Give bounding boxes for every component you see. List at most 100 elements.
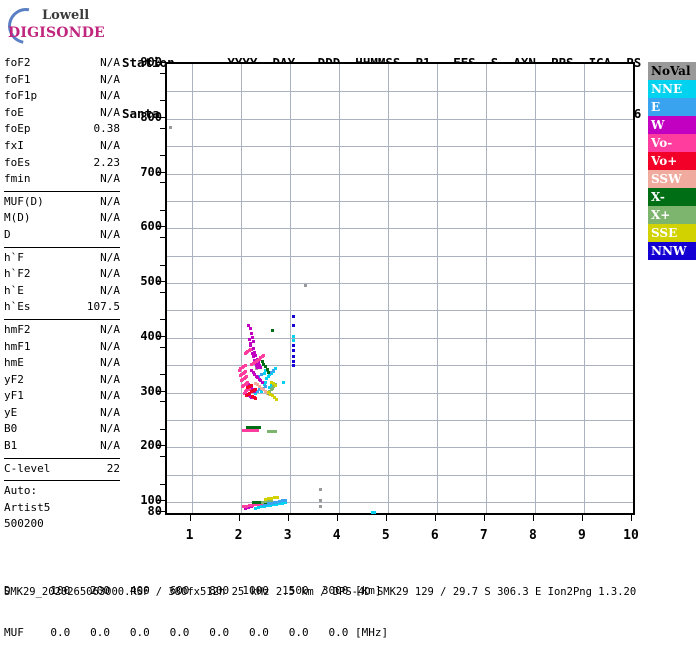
y-axis-label: 700 [140,164,162,179]
x-axis-tick [434,515,436,521]
gridline-vertical [289,64,291,513]
legend-item-vo[interactable]: Vo- [648,134,696,152]
x-axis-label: 8 [528,528,537,543]
param-value: N/A [100,105,120,119]
echo-point-nnw [292,359,296,363]
echo-point-e [269,501,273,505]
legend-item-w[interactable]: W [648,116,696,134]
echo-point-x [246,426,250,430]
echo-point-vo [247,504,251,508]
y-axis-label: 400 [140,328,162,343]
echo-point-nne [262,371,266,375]
echo-point-nnw [292,323,296,327]
param-row-fof2: foF2 N/A [4,56,120,73]
muf-table: D 100 200 400 600 800 1000 1500 3000 [km… [4,556,388,654]
echo-point-vo [246,386,250,390]
echo-point-vo [256,502,260,506]
y-axis-minor-tick [160,291,165,293]
param-value: N/A [100,389,120,403]
echo-point-w [247,505,251,509]
gridline-horizontal [167,91,633,93]
legend-item-nnw[interactable]: NNW [648,242,696,260]
y-axis-label: 80 [147,504,162,518]
x-axis-tick [385,515,387,521]
param-row-foes: foEs 2.23 [4,156,120,173]
legend-item-x[interactable]: X- [648,188,696,206]
echo-point-vo [245,428,249,432]
legend-item-ssw[interactable]: SSW [648,170,696,188]
param-key: foF1p [4,89,38,103]
legend-item-nne[interactable]: NNE [648,80,696,98]
echo-point-sse [264,497,268,501]
echo-point-nne [262,382,266,386]
y-axis-ticks [157,62,165,515]
param-divider [4,190,120,192]
gridline-vertical [485,64,487,513]
param-value: N/A [100,372,120,386]
echo-point-nne [280,501,284,505]
echo-point-e [264,384,268,388]
gridline-vertical [240,64,242,513]
y-axis-minor-tick [160,237,165,239]
echo-point-nne [371,510,375,514]
echo-point-sse [272,395,276,399]
x-axis-label: 5 [381,528,390,543]
echo-point-vo [250,383,254,387]
param-row-hmf2: hmF2 N/A [4,323,120,340]
param-row-hf: h`F N/A [4,251,120,268]
echo-point-x [264,499,268,503]
echo-point-w [249,326,253,330]
param-value: N/A [100,194,120,208]
param-row-fof1: foF1 N/A [4,73,120,90]
y-axis-minor-tick [160,374,165,376]
x-axis-tick [189,515,191,521]
param-value: N/A [100,405,120,419]
legend-item-vo[interactable]: Vo+ [648,152,696,170]
echo-point-vo [245,393,249,397]
echo-point-nne [292,334,296,338]
ionospheric-parameters-panel: foF2 N/A foF1 N/A foF1p N/A foE N/A foEp 0.38 fxI N… [4,56,120,534]
echo-point-sse [275,495,279,499]
polarization-direction-legend[interactable]: NoVal NNE E W Vo- Vo+ SSW X- X+ SSE NNW [648,62,696,260]
echo-point-sse [274,397,278,401]
echo-point-ssw [256,383,260,387]
param-row-hes: h`Es 107.5 [4,300,120,317]
y-axis-label: 500 [140,274,162,289]
y-axis-minor-tick [160,264,165,266]
echo-point-vo [254,397,258,400]
param-key: D [4,227,11,241]
ionogram-plot-area[interactable] [165,62,635,515]
x-axis-label: 2 [234,528,243,543]
y-axis-minor-tick [160,155,165,157]
param-value: N/A [100,339,120,353]
ionogram-echo-points [167,64,633,514]
echo-point-w [253,372,257,376]
echo-point-x [260,359,264,363]
param-value: N/A [100,56,120,69]
echo-point-vo [244,369,248,373]
echo-point-nne [268,373,272,377]
param-key: hmF1 [4,339,31,353]
legend-item-x[interactable]: X+ [648,206,696,224]
echo-point-x [251,501,255,505]
param-value: N/A [100,322,120,336]
legend-item-e[interactable]: E [648,98,696,116]
echo-point-w [252,340,256,344]
echo-point-w [257,377,261,381]
echo-point-e [259,373,263,377]
y-axis-minor-tick [160,456,165,458]
gridline-horizontal [167,365,633,367]
legend-item-sse[interactable]: SSE [648,224,696,242]
echo-point-vo [247,428,251,432]
echo-point-nne [266,375,270,379]
gridline-vertical [191,64,193,513]
y-axis-major-tick [157,390,165,392]
legend-item-noval[interactable]: NoVal [648,62,696,80]
echo-point-vo [250,503,254,507]
param-row-foe: foE N/A [4,106,120,123]
gridline-horizontal [167,474,633,476]
echo-point-vo [244,504,248,508]
x-axis-tick [532,515,534,521]
x-axis-label: 7 [479,528,488,543]
gridline-horizontal [167,173,633,175]
